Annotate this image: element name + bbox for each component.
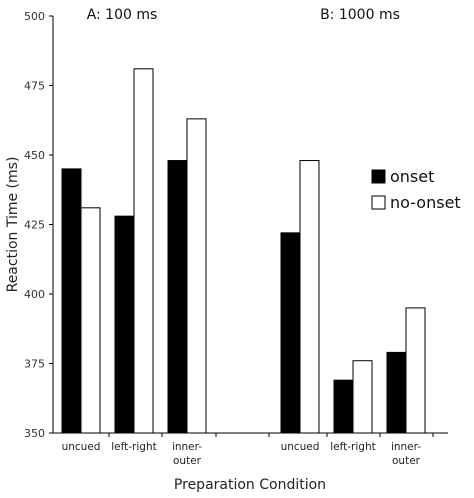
legend-label: onset	[390, 167, 434, 186]
y-tick-label: 475	[24, 80, 45, 93]
bar-no-onset-0-2	[186, 118, 207, 434]
legend-swatch-onset	[371, 169, 386, 184]
legend-swatch-no-onset	[371, 195, 386, 210]
y-tick-label: 400	[24, 288, 45, 301]
panel-label: B: 1000 ms	[320, 7, 400, 23]
y-axis: 350 375 400 425 450 475 500	[24, 10, 54, 440]
legend: onset no-onset	[371, 167, 461, 212]
panel-label: A: 100 ms	[87, 7, 158, 23]
category-label: left-right	[330, 441, 375, 453]
y-tick-label: 350	[24, 427, 45, 440]
y-tick-label: 375	[24, 358, 45, 371]
bar-no-onset-1-1	[352, 360, 373, 434]
bar-no-onset-0-0	[80, 207, 101, 434]
bar-onset-1-2	[386, 351, 407, 434]
legend-label: no-onset	[390, 193, 461, 212]
category-label: uncued	[62, 441, 101, 453]
bar-onset-1-0	[280, 232, 301, 434]
category-label: inner-	[172, 441, 202, 453]
category-label: outer	[173, 455, 202, 467]
bar-onset-0-0	[61, 168, 82, 434]
y-axis-title: Reaction Time (ms)	[5, 157, 21, 293]
y-tick-label: 500	[24, 10, 45, 23]
category-label: outer	[392, 455, 421, 467]
bar-no-onset-1-2	[405, 307, 426, 434]
category-label: inner-	[391, 441, 421, 453]
category-label: left-right	[111, 441, 156, 453]
y-tick-label: 425	[24, 219, 45, 232]
bar-onset-0-1	[114, 215, 135, 434]
bar-onset-1-1	[333, 379, 354, 434]
x-axis: uncued left-right inner-outer uncued left-ri…	[53, 432, 448, 467]
bar-no-onset-1-0	[299, 160, 320, 434]
bar-onset-0-2	[167, 160, 188, 434]
bars	[61, 68, 426, 434]
bar-no-onset-0-1	[133, 68, 154, 434]
y-tick-label: 450	[24, 149, 45, 162]
category-label: uncued	[281, 441, 320, 453]
panel-labels: A: 100 ms B: 1000 ms	[87, 7, 400, 23]
x-axis-title: Preparation Condition	[174, 477, 326, 493]
